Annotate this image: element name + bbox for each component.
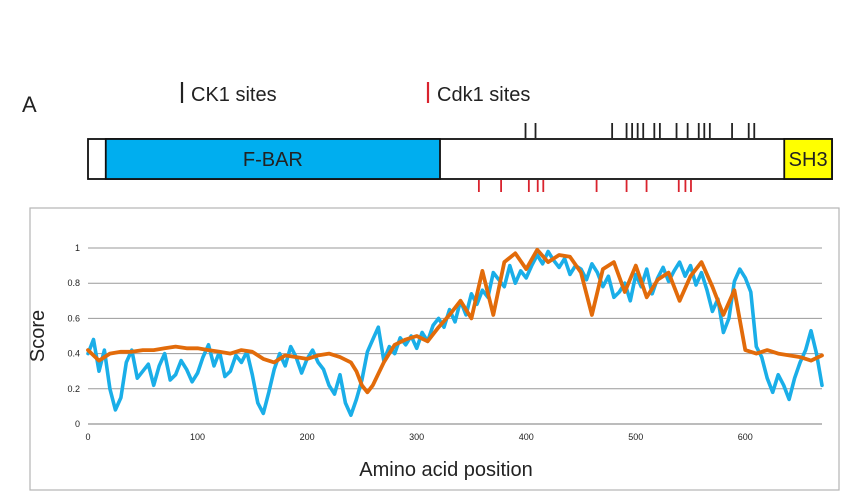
x-axis-label: Amino acid position xyxy=(359,459,532,481)
domain-label-f-bar: F-BAR xyxy=(243,149,303,171)
legend-label-ck1: CK1 sites xyxy=(191,84,277,106)
domain-sh3 xyxy=(783,138,833,180)
x-tick-label: 500 xyxy=(628,432,643,442)
score-plot: 0 0.2 0.4 0.6 0.8 1 0 100 200 300 400 500 600 xyxy=(67,243,824,442)
y-tick-label: 1 xyxy=(75,243,80,253)
y-tick-label: 0.8 xyxy=(67,278,80,288)
series-line-orange xyxy=(86,247,824,395)
x-tick-label: 100 xyxy=(190,432,205,442)
ck1-site-marks xyxy=(524,123,756,138)
x-tick-labels: 0 100 200 300 400 500 600 xyxy=(85,432,752,442)
domain-map: F-BAR SH3 xyxy=(87,123,833,192)
y-tick-label: 0.4 xyxy=(67,349,80,359)
y-axis-label: Score xyxy=(27,310,49,362)
domain-legend: CK1 sites Cdk1 sites xyxy=(180,82,530,106)
domain-boxes: F-BAR SH3 xyxy=(104,138,833,180)
x-tick-label: 300 xyxy=(409,432,424,442)
y-tick-label: 0.6 xyxy=(67,313,80,323)
legend-label-cdk1: Cdk1 sites xyxy=(437,84,530,106)
panel-label: A xyxy=(22,92,37,117)
series-lines xyxy=(86,247,824,417)
x-tick-label: 400 xyxy=(519,432,534,442)
x-tick-label: 600 xyxy=(738,432,753,442)
x-tick-label: 0 xyxy=(85,432,90,442)
y-tick-label: 0 xyxy=(75,419,80,429)
domain-f-bar xyxy=(104,138,441,180)
domain-label-sh3: SH3 xyxy=(789,149,828,171)
y-tick-label: 0.2 xyxy=(67,384,80,394)
cdk1-site-marks xyxy=(477,180,692,192)
y-tick-labels: 0 0.2 0.4 0.6 0.8 1 xyxy=(67,243,80,429)
x-tick-label: 200 xyxy=(300,432,315,442)
